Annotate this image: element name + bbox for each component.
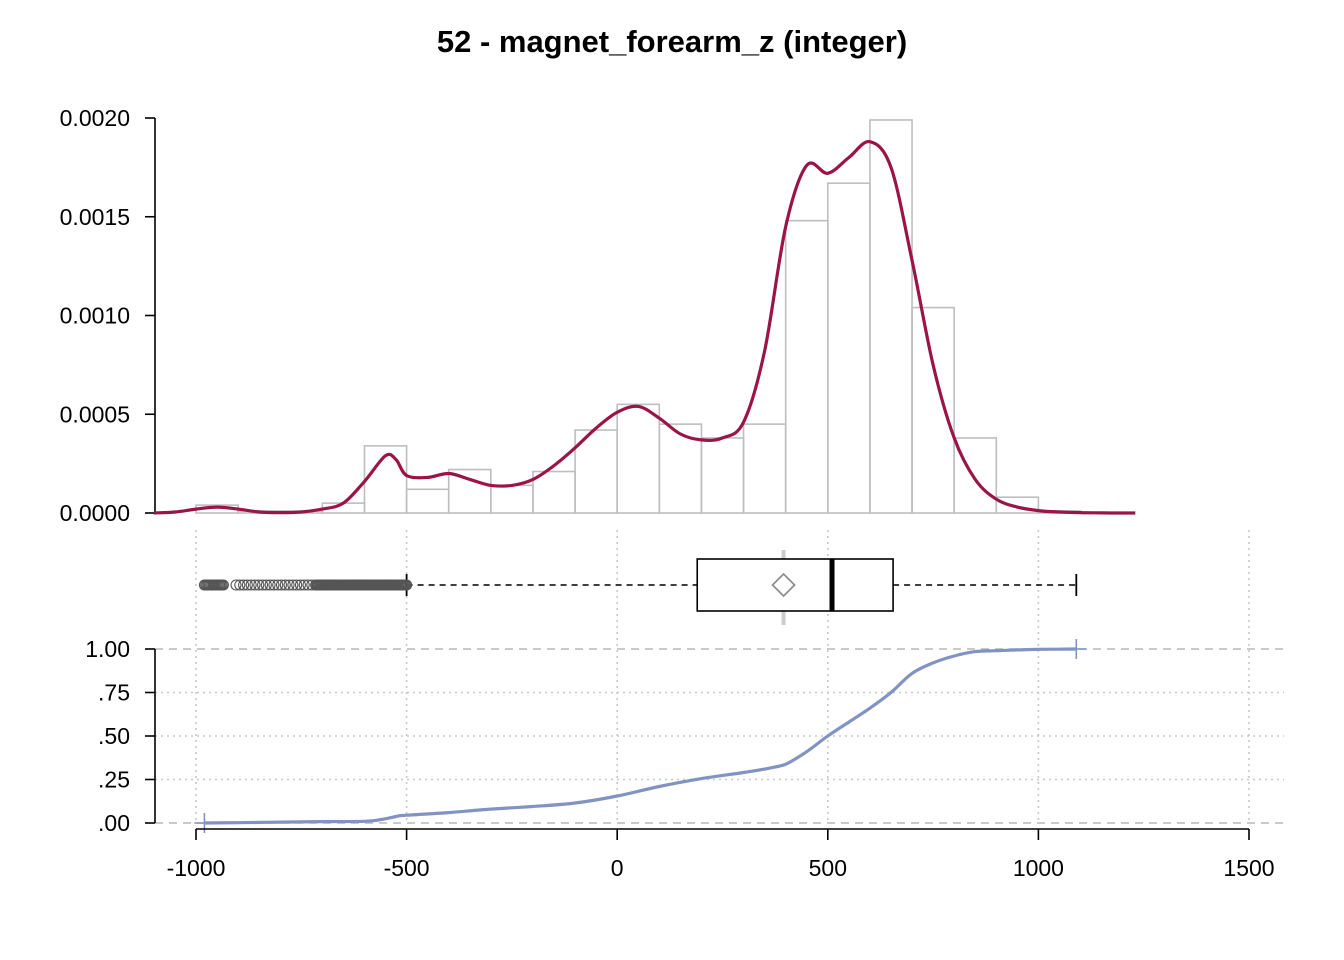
ecdf-y-tick-label: .25 [98,767,130,793]
ecdf-y-tick-label: .50 [98,723,130,749]
outlier-point [245,579,257,591]
x-tick-label: -500 [384,855,430,881]
outlier-point [264,579,276,591]
mean-marker [771,572,796,598]
density-y-tick-label: 0.0020 [60,105,130,131]
outlier-point [294,579,307,591]
outlier-point [291,579,303,591]
boxplot [198,550,1078,625]
histogram-bar [911,306,955,514]
ecdf-y-tick-label: .00 [98,810,130,836]
outlier-point [241,579,253,591]
ecdf-line [204,647,1077,825]
histogram-bar [953,437,998,514]
outlier-point [256,579,269,591]
histogram-bar [405,488,450,514]
histogram-bar [826,182,871,514]
outlier-point [283,579,295,591]
ecdf-y-axis: 1.00 .75 .50 .25 .00 [85,636,156,836]
outlier-point [249,579,261,591]
histogram-bar [995,496,1040,514]
x-tick-label: 0 [611,855,624,881]
histogram-bar [700,437,745,514]
ecdf-end-markers [194,639,1087,833]
x-axis: -1000 -500 0 500 1000 1500 [167,828,1275,881]
density-y-tick-label: 0.0000 [60,500,130,526]
density-y-tick-label: 0.0005 [60,401,130,427]
histogram-bar [784,219,829,514]
outlier-point [298,579,310,591]
outlier-point [238,579,250,591]
outlier-point [279,579,291,591]
histogram-bar [869,119,913,514]
histogram-bar [490,484,534,514]
density-y-tick-label: 0.0010 [60,303,130,329]
outlier-point [401,579,413,591]
ecdf-grid [155,648,1284,824]
density-y-axis: 0.0000 0.0005 0.0010 0.0015 0.0020 [60,105,156,526]
outlier-point [230,579,242,591]
x-tick-label: -1000 [167,855,226,881]
outlier-point [275,579,288,591]
outlier-point [287,579,299,591]
outlier-point [217,579,229,591]
histogram-bar [742,423,787,514]
outlier-point [260,579,272,591]
chart-title: 52 - magnet_forearm_z (integer) [437,24,907,59]
ecdf-y-tick-label: .75 [98,680,130,706]
outlier-point [234,579,246,591]
density-y-tick-label: 0.0015 [60,204,130,230]
x-tick-label: 500 [809,855,847,881]
outlier-point [253,579,265,591]
density-curve [153,140,1136,515]
outlier-point [272,579,284,591]
x-tick-label: 1000 [1013,855,1064,881]
ecdf-y-tick-label: 1.00 [85,636,130,662]
outlier-point [268,579,280,591]
x-tick-label: 1500 [1223,855,1274,881]
histogram-bars [195,119,1082,514]
histogram-bar [616,403,661,514]
